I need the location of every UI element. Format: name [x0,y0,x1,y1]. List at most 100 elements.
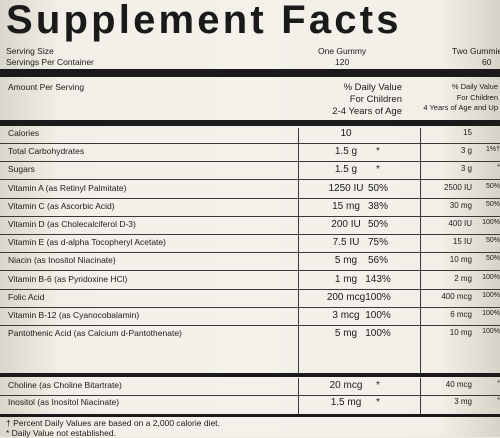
amount-adults: 40 mcg [445,380,472,389]
daily-value-children: 38% [367,200,388,212]
daily-value-adults: * [497,164,500,172]
amount-children: 15 mg [332,200,360,212]
amount-children: 5 mg [334,255,358,267]
nutrient-row: Vitamin B-12 (as Cyanocobalamin) 3 mcg 100… [0,310,500,327]
row-separator [0,215,500,217]
row-separator [0,143,500,144]
amount-adults: 6 mcg [450,310,472,319]
daily-value-children: 143% [365,273,391,285]
nutrient-row: Sugars 1.5 g * 3 g * [0,164,500,181]
serving-size-adults: Two Gummies [452,46,500,56]
daily-value-adults: * [497,380,500,387]
daily-value-children: * [376,380,380,391]
row-separator [0,234,500,235]
amount-children: 1.5 mg [330,397,362,408]
thick-divider [0,69,500,77]
nutrient-row: Pantothenic Acid (as Calcium d-Pantothen… [0,328,500,345]
amount-children: 3 mcg [332,310,360,321]
section-divider [0,373,500,377]
daily-value-adults: 50% [485,237,500,245]
servings-per-container-label: Servings Per Container [6,57,94,67]
row-separator [0,325,500,326]
nutrient-row: Vitamin A (as Retinyl Palmitate) 1250 IU 5… [0,183,500,200]
amount-children: 1250 IU [328,182,364,194]
nutrient-row: Choline (as Choline Bitartrate) 20 mcg * 40… [0,380,500,397]
daily-value-adults: 100% [482,273,500,281]
daily-value-children: * [376,164,380,176]
daily-value-adults: * [497,397,500,404]
column-separator [420,128,421,374]
nutrient-row: Vitamin E (as d-alpha Tocopheryl Acetate… [0,237,500,254]
nutrient-name: Vitamin A (as Retinyl Palmitate) [8,182,127,193]
amount-children: 20 mcg [329,380,363,391]
amount-children: 5 mg [334,328,358,340]
nutrient-name: Choline (as Choline Bitartrate) [8,380,122,390]
daily-value-children: 100% [365,310,391,321]
nutrient-name: Vitamin B-6 (as Pyridoxine HCl) [8,273,128,284]
amount-adults: 400 IU [448,219,472,228]
amount-adults: 15 IU [452,237,472,247]
label-title: Supplement Facts [6,0,402,42]
daily-value-children: 50% [367,219,388,230]
amount-adults: 15 [463,128,472,137]
amount-adults: 3 mg [454,397,472,406]
adults-header-line-1: % Daily Value [451,82,498,91]
amount-children: 10 [340,128,352,139]
row-separator [0,395,500,396]
nutrient-row: Niacin (as Inositol Niacinate) 5 mg 56% 10 … [0,255,500,272]
row-separator [0,306,500,308]
row-separator [0,252,500,254]
nutrient-row: Folic Acid 200 mcg 100% 400 mcg 100% [0,292,500,309]
amount-children: 7.5 IU [332,237,360,249]
nutrient-row: Inositol (as Inositol Niacinate) 1.5 mg * 3… [0,397,500,414]
nutrient-name: Vitamin D (as Cholecalciferol D-3) [8,219,136,229]
nutrient-row: Vitamin D (as Cholecalciferol D-3) 200 IU… [0,219,500,236]
nutrient-name: Vitamin C (as Ascorbic Acid) [8,200,115,211]
amount-adults: 30 mg [449,200,472,210]
daily-value-children: 56% [367,255,388,267]
daily-value-adults: 1%† [485,146,500,154]
footnote-percent: † Percent Daily Values are based on a 2,… [6,418,220,428]
row-separator [0,179,500,181]
daily-value-children: 100% [365,328,391,340]
daily-value-adults: 100% [482,328,500,336]
nutrient-name: Folic Acid [8,291,45,302]
nutrient-name: Sugars [8,164,35,175]
daily-value-children: 75% [367,237,388,249]
column-separator [298,378,299,414]
nutrient-name: Inositol (as Inositol Niacinate) [8,397,120,407]
row-separator [0,197,500,199]
daily-value-adults: 100% [482,310,500,317]
daily-value-children: 100% [365,291,391,303]
adults-header-line-3: 4 Years of Age and Up [423,103,498,112]
amount-adults: 10 mg [449,328,472,338]
amount-adults: 2500 IU [443,182,472,192]
amount-per-serving-label: Amount Per Serving [8,82,85,92]
amount-children: 1.5 g [334,164,358,176]
amount-adults: 3 g [460,164,472,174]
nutrient-name: Pantothenic Acid (as Calcium d-Pantothen… [8,328,182,339]
nutrient-name: Calories [8,128,40,138]
daily-value-children: * [376,146,380,158]
children-header-line-1: % Daily Value [343,82,402,93]
children-header: % Daily Value For Children 2-4 Years of … [300,82,402,118]
servings-per-container-children: 120 [335,57,350,67]
serving-size-children: One Gummy [318,46,367,56]
nutrient-row: Total Carbohydrates 1.5 g * 3 g 1%† [0,146,500,163]
row-separator [0,270,500,272]
nutrient-row: Vitamin C (as Ascorbic Acid) 15 mg 38% 30 m… [0,201,500,218]
amount-children: 200 mcg [326,291,366,303]
medium-divider [0,120,500,126]
adults-header: % Daily Value For Children 4 Years of Ag… [420,82,498,114]
nutrient-name: Niacin (as Inositol Niacinate) [8,255,116,266]
amount-children: 1 mg [334,273,358,285]
nutrient-row: Calories 10 15 [0,128,500,145]
daily-value-children: * [376,397,380,408]
nutrient-name: Total Carbohydrates [8,146,85,157]
row-separator [0,288,500,290]
footnote-dagger: * Daily Value not established. [6,428,116,438]
bottom-divider [0,414,500,417]
adults-header-line-2: For Children [456,92,498,102]
nutrient-name: Vitamin B-12 (as Cyanocobalamin) [8,310,140,320]
